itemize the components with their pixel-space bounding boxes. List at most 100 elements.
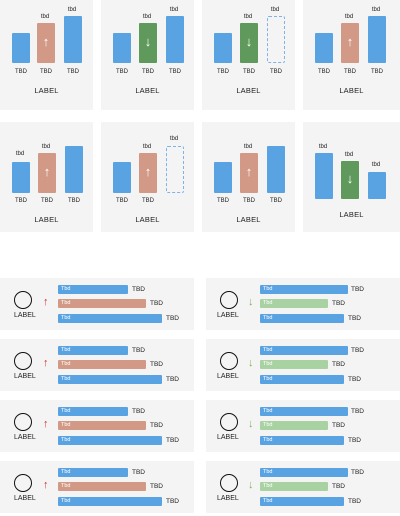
bar-3-value: TBD [348, 437, 361, 444]
up-arrow-icon: ↑ [42, 34, 50, 49]
bar-middle-label: TBD [142, 198, 154, 204]
bar-3-value: TBD [166, 315, 179, 322]
bar-left-label: TBD [15, 69, 27, 75]
row-card: LABEL ↓ Tbd TBD Tbd TBD Tbd TBD [206, 339, 400, 391]
card-label: LABEL [236, 86, 261, 95]
circle-icon [220, 352, 238, 370]
bar-3: Tbd [58, 314, 162, 323]
card-label: LABEL [34, 215, 59, 224]
bar-1-value: TBD [351, 286, 364, 293]
bar-1-value: TBD [351, 469, 364, 476]
circle-icon [220, 474, 238, 492]
bar-3: Tbd [260, 314, 344, 323]
circle-icon [14, 352, 32, 370]
bar-right [368, 16, 386, 63]
mini-chart-card: TBD tbd ↓ TBD tbd TBD LABEL [101, 0, 194, 110]
bar-middle-label: TBD [40, 69, 52, 75]
mini-chart-card: TBD tbd ↓ TBD tbd TBD LABEL [202, 0, 295, 110]
down-arrow-icon: ↓ [248, 357, 254, 369]
bar-left-label: TBD [217, 198, 229, 204]
bar-1: Tbd [260, 407, 348, 416]
bar-right-top-label: tbd [270, 7, 280, 13]
down-arrow-icon: ↓ [248, 479, 254, 491]
bar-2: Tbd [58, 482, 146, 491]
bar-middle [139, 153, 157, 193]
row-card: LABEL ↑ Tbd TBD Tbd TBD Tbd TBD [0, 461, 194, 513]
bar-3-value: TBD [166, 376, 179, 383]
row-card: LABEL ↓ Tbd TBD Tbd TBD Tbd TBD [206, 461, 400, 513]
bar-left [315, 153, 333, 199]
up-arrow-icon: ↑ [43, 418, 49, 430]
bar-left-label: TBD [318, 69, 330, 75]
mini-chart-card: TBD tbd ↑ TBD tbd LABEL [101, 122, 194, 232]
bar-right-label: TBD [371, 69, 383, 75]
card-label: LABEL [135, 215, 160, 224]
card-label: LABEL [236, 215, 261, 224]
mini-chart-card: TBD tbd ↑ TBD tbd TBD LABEL [303, 0, 400, 110]
row-label: LABEL [14, 434, 36, 441]
row-card: LABEL ↓ Tbd TBD Tbd TBD Tbd TBD [206, 400, 400, 452]
bar-1: Tbd [260, 346, 348, 355]
bar-3-value: TBD [166, 437, 179, 444]
bar-middle-top-label: tbd [243, 144, 253, 150]
bar-right [368, 172, 386, 199]
bar-left-label: TBD [116, 69, 128, 75]
bar-3: Tbd [58, 497, 162, 506]
circle-icon [14, 413, 32, 431]
bar-right [64, 16, 82, 63]
circle-icon [14, 474, 32, 492]
bar-1-value: TBD [132, 286, 145, 293]
bar-3-value: TBD [348, 376, 361, 383]
bar-1: Tbd [260, 285, 348, 294]
bar-2-value: TBD [150, 300, 163, 307]
bar-middle [139, 23, 157, 63]
row-card: LABEL ↑ Tbd TBD Tbd TBD Tbd TBD [0, 339, 194, 391]
down-arrow-icon: ↓ [245, 34, 253, 49]
up-arrow-icon: ↑ [245, 164, 253, 179]
bar-right [65, 146, 83, 193]
bar-middle [341, 161, 359, 199]
up-arrow-icon: ↑ [43, 296, 49, 308]
bar-right-top-label: tbd [169, 7, 179, 13]
row-label: LABEL [14, 312, 36, 319]
bar-middle-top-label: tbd [344, 152, 354, 158]
bar-3-value: TBD [348, 315, 361, 322]
bar-1: Tbd [260, 468, 348, 477]
bar-1: Tbd [58, 285, 128, 294]
row-label: LABEL [14, 495, 36, 502]
bar-2-value: TBD [332, 361, 345, 368]
bar-middle-label: TBD [142, 69, 154, 75]
bar-3-value: TBD [166, 498, 179, 505]
bar-right-top-label: tbd [371, 7, 381, 13]
row-label: LABEL [217, 373, 239, 380]
up-arrow-icon: ↑ [346, 34, 354, 49]
bar-1-value: TBD [132, 347, 145, 354]
bar-2-value: TBD [332, 300, 345, 307]
bar-middle-top-label: tbd [344, 14, 354, 20]
bar-left [315, 33, 333, 63]
bar-2: Tbd [58, 299, 146, 308]
bar-right-label: TBD [169, 69, 181, 75]
bar-middle [38, 153, 56, 193]
bar-left [12, 162, 30, 193]
bar-right-label: TBD [270, 198, 282, 204]
bar-middle-top-label: tbd [142, 144, 152, 150]
bar-3-value: TBD [348, 498, 361, 505]
bar-left [214, 162, 232, 193]
bar-middle-label: TBD [243, 198, 255, 204]
bar-left-label: TBD [116, 198, 128, 204]
bar-2-value: TBD [332, 422, 345, 429]
bar-1: Tbd [58, 468, 128, 477]
down-arrow-icon: ↓ [248, 418, 254, 430]
bar-right-label: TBD [68, 198, 80, 204]
bar-right-top-label: tbd [169, 136, 179, 142]
bar-right [166, 16, 184, 63]
bar-middle [240, 153, 258, 193]
bar-1-value: TBD [132, 469, 145, 476]
bar-1-value: TBD [132, 408, 145, 415]
bar-middle-label: TBD [41, 198, 53, 204]
bar-right [267, 146, 285, 193]
bar-2: Tbd [260, 299, 328, 308]
down-arrow-icon: ↓ [144, 34, 152, 49]
bar-left [12, 33, 30, 63]
